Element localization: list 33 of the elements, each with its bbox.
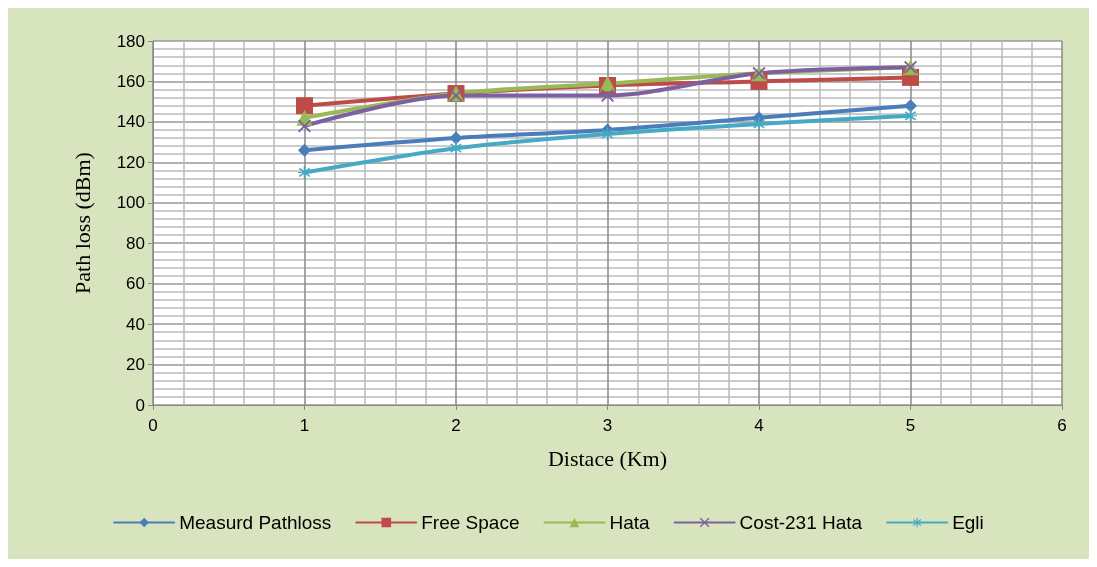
y-tick-label: 20 <box>126 355 145 375</box>
x-axis-title: Distace (Km) <box>547 445 668 471</box>
x-tick-label: 5 <box>905 416 916 435</box>
point <box>601 89 614 103</box>
x-tick-label: 1 <box>299 416 310 435</box>
y-tick-label: 140 <box>116 112 145 132</box>
y-tick-label: 60 <box>126 274 145 294</box>
x-tick-label: 6 <box>1057 416 1067 435</box>
point <box>298 165 311 179</box>
y-axis-title: Path loss (dBm) <box>69 152 95 294</box>
legend-label: Hata <box>609 512 651 533</box>
legend-label: Measurd Pathloss <box>179 512 332 533</box>
y-tick-label: 0 <box>135 395 145 415</box>
y-tick-label: 180 <box>116 31 145 51</box>
y-tick-label: 120 <box>116 152 145 172</box>
legend-label: Egli <box>952 512 984 533</box>
legend-label: Cost-231 Hata <box>739 512 863 533</box>
y-tick-label: 80 <box>126 233 145 253</box>
point <box>296 97 313 115</box>
x-tick-label: 4 <box>754 416 764 435</box>
point <box>298 143 311 157</box>
point <box>449 141 463 155</box>
y-tick-label: 160 <box>116 71 145 91</box>
point <box>449 131 463 145</box>
legend-label: Free Space <box>421 512 520 533</box>
x-tick-label: 2 <box>451 416 461 435</box>
x-tick-label: 0 <box>148 416 158 435</box>
y-tick-label: 100 <box>116 193 145 213</box>
x-tick-label: 3 <box>602 416 613 435</box>
y-tick-label: 40 <box>126 314 145 334</box>
point <box>904 99 917 113</box>
point <box>904 109 917 123</box>
point <box>752 117 766 131</box>
